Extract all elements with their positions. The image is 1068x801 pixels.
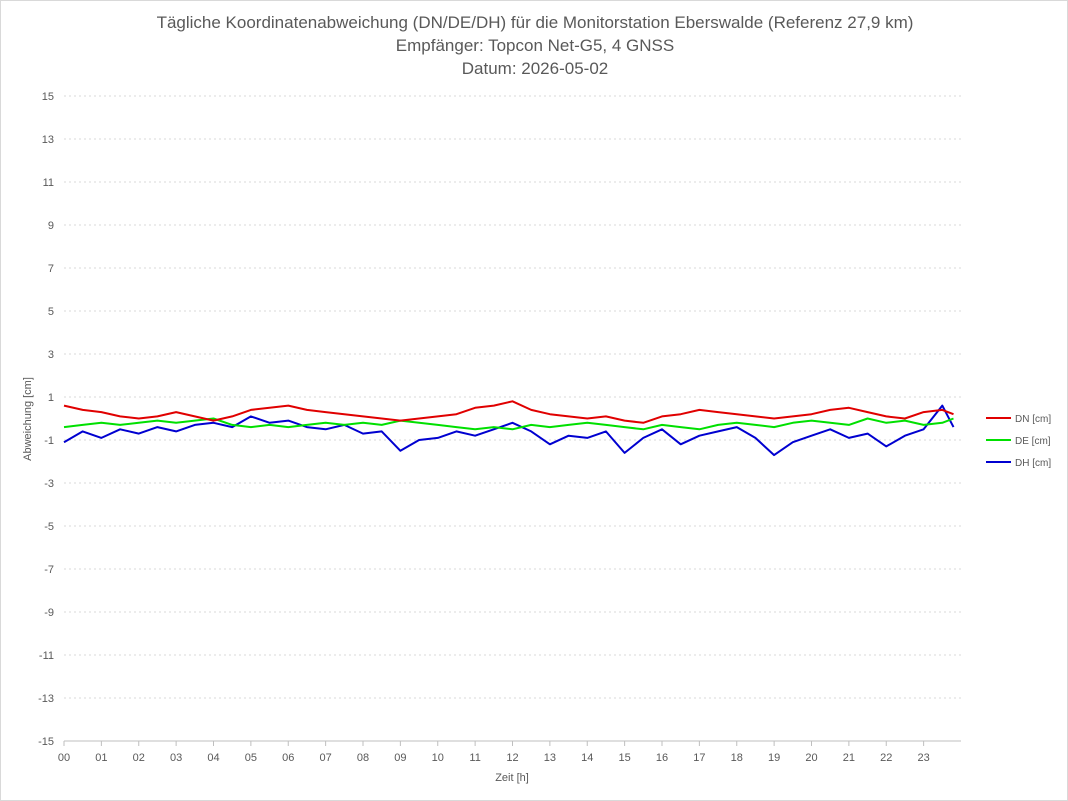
- y-tick-label: 9: [48, 220, 54, 232]
- x-tick-label: 14: [581, 752, 593, 764]
- series-layer: [63, 400, 955, 457]
- x-tick-label: 10: [432, 752, 444, 764]
- y-tick-label: 1: [48, 392, 54, 404]
- y-tick-label: 7: [48, 263, 54, 275]
- legend-label: DE [cm]: [1015, 436, 1051, 447]
- x-tick-label: 23: [918, 752, 930, 764]
- y-tick-label: 15: [42, 91, 54, 103]
- y-tick-label: -7: [44, 564, 54, 576]
- x-tick-label: 11: [469, 752, 480, 764]
- axis-layer: 15 13 11 9 7 5 3 1 -1 -3 -5 -7 -9 -11 -13 -15 00 01 02 03 04…: [38, 91, 961, 764]
- y-tick-label: -3: [44, 478, 54, 490]
- x-tick-label: 06: [282, 752, 294, 764]
- chart-title-line-1: Tägliche Koordinatenabweichung (DN/DE/DH…: [156, 13, 914, 32]
- x-tick-label: 04: [207, 752, 219, 764]
- chart-title-line-2: Empfänger: Topcon Net-G5, 4 GNSS: [395, 36, 675, 55]
- x-tick-label: 08: [357, 752, 369, 764]
- x-tick-label: 15: [619, 752, 631, 764]
- series-line-de: [63, 417, 954, 431]
- x-tick-label: 20: [805, 752, 817, 764]
- x-tick-label: 22: [880, 752, 892, 764]
- x-tick-label: 09: [394, 752, 406, 764]
- y-tick-label: 11: [43, 177, 54, 189]
- y-tick-label: 3: [48, 349, 54, 361]
- x-tick-label: 13: [544, 752, 556, 764]
- y-tick-label: 5: [48, 306, 54, 318]
- x-tick-label: 17: [693, 752, 705, 764]
- legend-label: DN [cm]: [1015, 414, 1051, 425]
- y-tick-label: -1: [44, 435, 54, 447]
- legend-label: DH [cm]: [1015, 458, 1051, 469]
- y-tick-label: 13: [42, 134, 54, 146]
- grid-layer: [64, 95, 961, 742]
- legend: DN [cm] DE [cm] DH [cm]: [986, 414, 1051, 469]
- x-tick-label: 12: [506, 752, 518, 764]
- y-axis-label: Abweichung [cm]: [22, 377, 34, 461]
- x-tick-label: 02: [133, 752, 145, 764]
- x-tick-label: 00: [58, 752, 70, 764]
- x-tick-label: 16: [656, 752, 668, 764]
- y-tick-label: -15: [38, 736, 54, 748]
- chart-title-line-3: Datum: 2026-05-02: [461, 59, 609, 78]
- series-line-dn: [63, 400, 954, 424]
- x-tick-label: 21: [843, 752, 855, 764]
- x-tick-label: 19: [768, 752, 780, 764]
- y-tick-label: -13: [38, 693, 54, 705]
- x-tick-label: 05: [245, 752, 257, 764]
- series-line-dh: [63, 404, 955, 457]
- x-tick-label: 03: [170, 752, 182, 764]
- y-tick-label: -9: [44, 607, 54, 619]
- x-tick-label: 01: [95, 752, 107, 764]
- x-axis-label: Zeit [h]: [495, 772, 529, 784]
- y-tick-label: -5: [44, 521, 54, 533]
- y-tick-label: -11: [39, 650, 54, 662]
- x-tick-label: 18: [731, 752, 743, 764]
- x-tick-label: 07: [320, 752, 332, 764]
